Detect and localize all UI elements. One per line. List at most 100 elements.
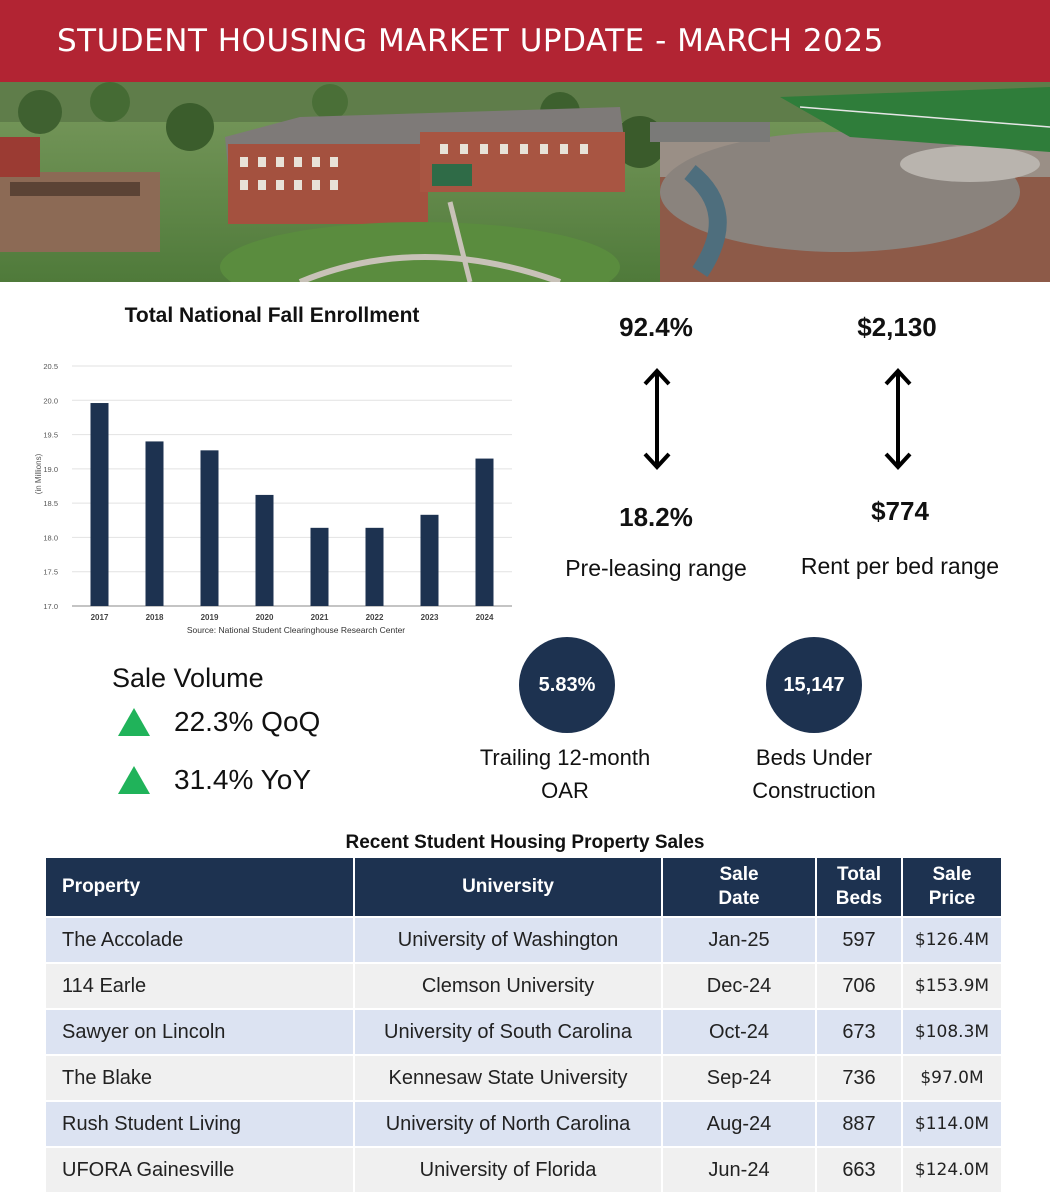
chart-y-tick-label: 20.0 bbox=[43, 396, 58, 405]
cell-university: University of North Carolina bbox=[354, 1100, 663, 1147]
header-banner: STUDENT HOUSING MARKET UPDATE - MARCH 20… bbox=[0, 0, 1050, 82]
enrollment-chart: (in Millions) Source: National Student C… bbox=[28, 350, 528, 640]
header-total-beds: Total Beds bbox=[816, 858, 903, 917]
chart-y-tick-label: 18.0 bbox=[43, 533, 58, 542]
header-total-beds-line2: Beds bbox=[835, 888, 883, 909]
sale-volume-qoq-text: 22.3% QoQ bbox=[174, 706, 321, 737]
preleasing-range-arrow-icon bbox=[642, 366, 672, 477]
up-triangle-icon bbox=[118, 708, 150, 736]
cell-property: The Blake bbox=[46, 1054, 355, 1101]
table-row: The Blake Kennesaw State University Sep-… bbox=[46, 1054, 1001, 1101]
chart-x-tick-label: 2021 bbox=[311, 613, 329, 622]
cell-total-beds: 597 bbox=[816, 916, 903, 963]
beds-label-line2: Construction bbox=[752, 778, 876, 803]
table-header-row: Property University Sale Date Total Beds… bbox=[46, 858, 1001, 917]
cell-university: University of Washington bbox=[354, 916, 663, 963]
cell-sale-price: $114.0M bbox=[902, 1100, 1001, 1147]
oar-label: Trailing 12-month OAR bbox=[460, 741, 670, 807]
cell-property: Rush Student Living bbox=[46, 1100, 355, 1147]
cell-sale-price: $108.3M bbox=[902, 1008, 1001, 1055]
chart-y-tick-label: 19.0 bbox=[43, 465, 58, 474]
chart-y-axis-label: (in Millions) bbox=[34, 453, 43, 494]
cell-university: University of South Carolina bbox=[354, 1008, 663, 1055]
chart-bar-2021 bbox=[310, 527, 329, 606]
table-row: Rush Student Living University of North … bbox=[46, 1100, 1001, 1147]
chart-y-tick-label: 18.5 bbox=[43, 499, 58, 508]
cell-property: The Accolade bbox=[46, 916, 355, 963]
chart-bar-2018 bbox=[145, 441, 164, 606]
cell-university: Kennesaw State University bbox=[354, 1054, 663, 1101]
cell-property: UFORA Gainesville bbox=[46, 1146, 355, 1192]
cell-sale-price: $126.4M bbox=[902, 916, 1001, 963]
table-row: Sawyer on Lincoln University of South Ca… bbox=[46, 1008, 1001, 1055]
cell-university: Clemson University bbox=[354, 962, 663, 1009]
oar-badge: 5.83% bbox=[519, 637, 615, 733]
chart-title: Total National Fall Enrollment bbox=[124, 304, 420, 327]
rent-high-value: $2,130 bbox=[857, 312, 937, 342]
cell-sale-date: Dec-24 bbox=[662, 962, 817, 1009]
chart-bar-2019 bbox=[200, 450, 219, 606]
oar-label-line2: OAR bbox=[541, 778, 589, 803]
cell-sale-date: Aug-24 bbox=[662, 1100, 817, 1147]
property-sales-table: Property University Sale Date Total Beds… bbox=[46, 858, 1001, 1192]
header-total-beds-line1: Total bbox=[837, 864, 881, 885]
chart-y-tick-label: 20.5 bbox=[43, 362, 58, 371]
chart-x-tick-label: 2019 bbox=[201, 613, 219, 622]
page-title: STUDENT HOUSING MARKET UPDATE - MARCH 20… bbox=[57, 23, 884, 59]
beds-under-construction-badge: 15,147 bbox=[766, 637, 862, 733]
preleasing-low-value: 18.2% bbox=[619, 502, 693, 532]
header-sale-date-line1: Sale bbox=[719, 864, 759, 885]
sales-table-title: Recent Student Housing Property Sales bbox=[345, 832, 705, 853]
cell-total-beds: 736 bbox=[816, 1054, 903, 1101]
chart-x-tick-label: 2022 bbox=[366, 613, 384, 622]
sale-volume-yoy: 31.4% YoY bbox=[118, 764, 311, 796]
rent-label: Rent per bed range bbox=[800, 553, 1000, 579]
chart-x-tick-label: 2020 bbox=[256, 613, 274, 622]
header-sale-price: Sale Price bbox=[902, 858, 1001, 917]
chart-bar-2017 bbox=[90, 403, 109, 606]
cell-total-beds: 706 bbox=[816, 962, 903, 1009]
cell-sale-date: Jun-24 bbox=[662, 1146, 817, 1192]
table-row: UFORA Gainesville University of Florida … bbox=[46, 1146, 1001, 1192]
beds-label: Beds Under Construction bbox=[734, 741, 894, 807]
cell-university: University of Florida bbox=[354, 1146, 663, 1192]
cell-sale-date: Jan-25 bbox=[662, 916, 817, 963]
cell-property: Sawyer on Lincoln bbox=[46, 1008, 355, 1055]
chart-x-tick-label: 2023 bbox=[421, 613, 439, 622]
sale-volume-title: Sale Volume bbox=[112, 663, 264, 693]
up-triangle-icon bbox=[118, 766, 150, 794]
cell-sale-price: $124.0M bbox=[902, 1146, 1001, 1192]
cell-sale-date: Oct-24 bbox=[662, 1008, 817, 1055]
table-row: 114 Earle Clemson University Dec-24 706 … bbox=[46, 962, 1001, 1009]
oar-label-line1: Trailing 12-month bbox=[479, 745, 651, 770]
sale-volume-yoy-text: 31.4% YoY bbox=[174, 764, 312, 795]
header-property: Property bbox=[46, 858, 355, 917]
header-sale-date: Sale Date bbox=[662, 858, 817, 917]
chart-bar-2022 bbox=[365, 527, 384, 606]
table-row: The Accolade University of Washington Ja… bbox=[46, 916, 1001, 963]
preleasing-label: Pre-leasing range bbox=[565, 555, 747, 581]
header-sale-date-line2: Date bbox=[718, 888, 760, 909]
campus-hero-image bbox=[0, 82, 1050, 282]
chart-y-tick-label: 17.5 bbox=[43, 568, 58, 577]
chart-bar-2023 bbox=[420, 514, 439, 606]
chart-bar-2024 bbox=[475, 458, 494, 606]
cell-total-beds: 887 bbox=[816, 1100, 903, 1147]
cell-sale-date: Sep-24 bbox=[662, 1054, 817, 1101]
chart-source-note: Source: National Student Clearinghouse R… bbox=[187, 625, 405, 635]
sale-volume-qoq: 22.3% QoQ bbox=[118, 706, 320, 738]
cell-sale-price: $97.0M bbox=[902, 1054, 1001, 1101]
chart-y-tick-label: 19.5 bbox=[43, 431, 58, 440]
cell-total-beds: 673 bbox=[816, 1008, 903, 1055]
chart-y-tick-label: 17.0 bbox=[43, 602, 58, 611]
chart-x-tick-label: 2024 bbox=[476, 613, 494, 622]
rent-low-value: $774 bbox=[871, 496, 929, 526]
chart-bar-2020 bbox=[255, 494, 274, 606]
header-university: University bbox=[354, 858, 663, 917]
cell-sale-price: $153.9M bbox=[902, 962, 1001, 1009]
cell-property: 114 Earle bbox=[46, 962, 355, 1009]
cell-total-beds: 663 bbox=[816, 1146, 903, 1192]
chart-x-tick-label: 2017 bbox=[91, 613, 109, 622]
rent-range-arrow-icon bbox=[883, 366, 913, 477]
enrollment-chart-svg: (in Millions) Source: National Student C… bbox=[34, 362, 512, 635]
